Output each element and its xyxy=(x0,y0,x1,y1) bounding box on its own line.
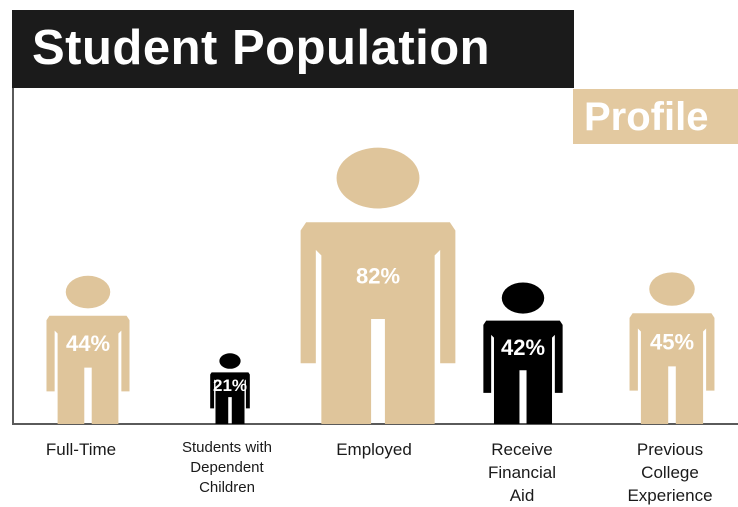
category-label-line: Financial xyxy=(487,463,557,482)
chart-subtitle: Profile xyxy=(584,95,709,139)
figure-body xyxy=(629,313,715,424)
chart-title: Student Population xyxy=(32,21,491,75)
category-label-financial-aid: Receive Financial Aid xyxy=(462,438,582,507)
y-axis-line xyxy=(12,88,14,424)
category-label-line: Students with xyxy=(181,439,273,456)
figure-body xyxy=(46,315,130,424)
category-label-line: Experience xyxy=(627,486,713,505)
figure-head xyxy=(65,275,111,309)
category-label-employed: Employed xyxy=(314,438,434,461)
figure-head xyxy=(501,282,545,314)
category-label-line: Employed xyxy=(336,440,412,459)
value-label-previous-college: 45% xyxy=(650,329,694,354)
value-label-financial-aid: 42% xyxy=(501,335,545,360)
category-label-line: Receive xyxy=(491,440,553,459)
subtitle-box: Profile xyxy=(573,89,738,144)
category-label-line: Dependent xyxy=(190,459,264,476)
value-label-dependent-children: 21% xyxy=(213,376,247,395)
figure-body xyxy=(210,372,250,424)
category-label-line: Children xyxy=(199,479,255,496)
person-figure-previous-college xyxy=(629,272,715,424)
figure-body xyxy=(300,222,456,424)
title-bar: Student Population xyxy=(12,10,574,88)
figure-head xyxy=(219,353,241,369)
category-label-dependent-children: Students with Dependent Children xyxy=(167,438,287,498)
person-figure-dependent-children xyxy=(210,353,250,424)
category-label-line: Previous xyxy=(636,440,704,459)
figure-head xyxy=(649,272,695,306)
value-label-full-time: 44% xyxy=(66,331,110,356)
person-figure-employed xyxy=(300,147,456,424)
category-label-line: Aid xyxy=(509,486,535,505)
category-label-line: College xyxy=(641,463,699,482)
person-figure-full-time xyxy=(46,275,130,424)
category-label-previous-college: Previous College Experience xyxy=(610,438,730,507)
category-label-full-time: Full-Time xyxy=(21,438,141,461)
category-label-line: Full-Time xyxy=(45,440,117,459)
figure-head xyxy=(336,147,420,209)
person-figure-financial-aid xyxy=(483,282,563,424)
figure-body xyxy=(483,320,563,424)
value-label-employed: 82% xyxy=(356,263,400,288)
